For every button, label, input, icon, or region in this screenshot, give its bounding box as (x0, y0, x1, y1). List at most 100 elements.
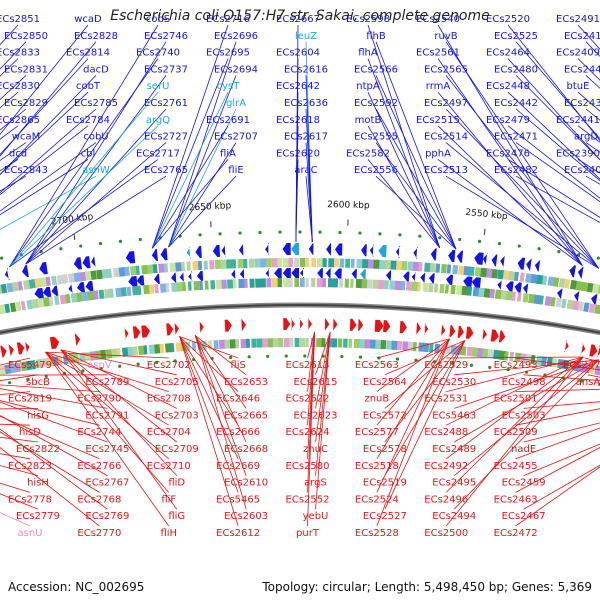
cog-reverse-block (477, 347, 485, 358)
gene-label: wcaM (12, 132, 40, 143)
cog-reverse-block (503, 351, 509, 361)
forward-gene-arrow (238, 243, 244, 256)
cog-forward-block (45, 276, 51, 287)
gene-label: ECs2717 (136, 148, 180, 159)
gene-label: ECs2761 (144, 98, 188, 109)
leader-line (0, 357, 100, 370)
leader-line (507, 91, 600, 180)
reverse-gene-arrow (8, 344, 14, 357)
gene-label: ECs2441 (556, 115, 600, 126)
leader-line (25, 142, 167, 265)
cog-forward-block (597, 284, 600, 294)
forward-gene-arrow (212, 244, 221, 258)
leader-line (507, 125, 600, 199)
gene-label: ECs2618 (276, 115, 320, 126)
leader-line (194, 335, 247, 443)
cog-reverse-block (412, 341, 417, 352)
genome-stats-text: Topology: circular; Length: 5,498,450 bp… (262, 580, 592, 594)
gene-label: ECs2696 (214, 31, 258, 42)
leader-line (0, 175, 97, 230)
cog-reverse-block (359, 339, 367, 349)
marker-dot (477, 239, 482, 244)
marker-dot (488, 365, 492, 369)
leader-line (577, 91, 600, 112)
gene-label: argQ (146, 115, 170, 126)
cog-forward-block (48, 296, 54, 306)
gene-label: ECs2572 (363, 410, 407, 421)
leader-line (307, 332, 316, 527)
leader-line (0, 400, 100, 426)
gene-label: ECs2789 (85, 377, 129, 388)
cog-forward-block (350, 258, 355, 268)
gene-label: ECs2493 (494, 360, 538, 371)
forward-gene-arrow (577, 266, 584, 279)
cog-forward-block (594, 304, 600, 315)
forward-gene-arrow (85, 280, 94, 292)
forward-gene-arrow (34, 287, 44, 299)
cog-forward-block (186, 261, 191, 271)
forward-gene-arrow (361, 244, 367, 257)
backbone (0, 302, 600, 336)
cog-forward-block (311, 278, 316, 288)
gene-label: cysT (217, 81, 241, 92)
gene-label: cbl (81, 148, 96, 159)
cog-forward-block (169, 262, 177, 273)
reverse-gene-arrow (589, 344, 598, 357)
cog-forward-block (485, 268, 494, 279)
marker-dot (258, 230, 262, 235)
leader-line (151, 125, 229, 249)
forward-gene-arrow (125, 251, 136, 264)
cog-forward-block (294, 278, 299, 288)
marker-dot (39, 250, 43, 254)
cog-forward-block (288, 278, 293, 288)
gene-label: glrA (226, 98, 246, 109)
cog-forward-block (0, 284, 3, 294)
marker-dot (278, 230, 282, 234)
leader-line (315, 332, 331, 476)
cog-forward-block (199, 280, 204, 291)
leader-line (384, 340, 466, 409)
gene-label: ECs2531 (424, 394, 468, 405)
cog-forward-block (215, 279, 224, 290)
leader-line (0, 388, 108, 409)
cog-forward-block (446, 264, 452, 274)
gene-label: ECs2467 (502, 511, 546, 522)
leader-line (0, 415, 108, 476)
leader-line (375, 75, 457, 250)
forward-gene-arrow (505, 281, 514, 292)
cog-forward-block (51, 275, 58, 286)
leader-line (179, 336, 239, 493)
marker-dot (229, 355, 233, 360)
cog-forward-block (54, 295, 60, 306)
leader-line (507, 159, 600, 218)
gene-label: ECs2527 (363, 511, 407, 522)
leader-line (384, 340, 466, 476)
cog-forward-block (243, 258, 248, 268)
forward-gene-arrow (77, 281, 85, 293)
leader-line (194, 335, 247, 376)
gene-label: ECs2515 (416, 115, 460, 126)
cog-forward-block (231, 259, 237, 269)
gene-label: ECs2524 (355, 494, 399, 505)
forward-gene-arrow (291, 268, 299, 279)
cog-reverse-block (267, 338, 274, 348)
leader-line (507, 24, 600, 142)
reverse-gene-arrow (374, 319, 384, 332)
gene-label: ECs2745 (85, 444, 129, 455)
gene-label: ECs2489 (432, 444, 476, 455)
leader-line (60, 349, 177, 443)
marker-dot (358, 355, 363, 359)
gene-label: ECs2582 (346, 148, 390, 159)
marker-dot (517, 244, 521, 248)
cog-forward-block (265, 258, 272, 268)
leader-line (45, 351, 170, 527)
cog-forward-block (248, 258, 255, 268)
gene-label: ECs2642 (276, 81, 320, 92)
cog-reverse-block (191, 341, 197, 351)
marker-dot (284, 354, 288, 358)
marker-dot (596, 256, 600, 260)
cog-forward-block (277, 258, 283, 268)
cog-forward-block (109, 288, 114, 298)
cog-forward-block (98, 289, 105, 300)
